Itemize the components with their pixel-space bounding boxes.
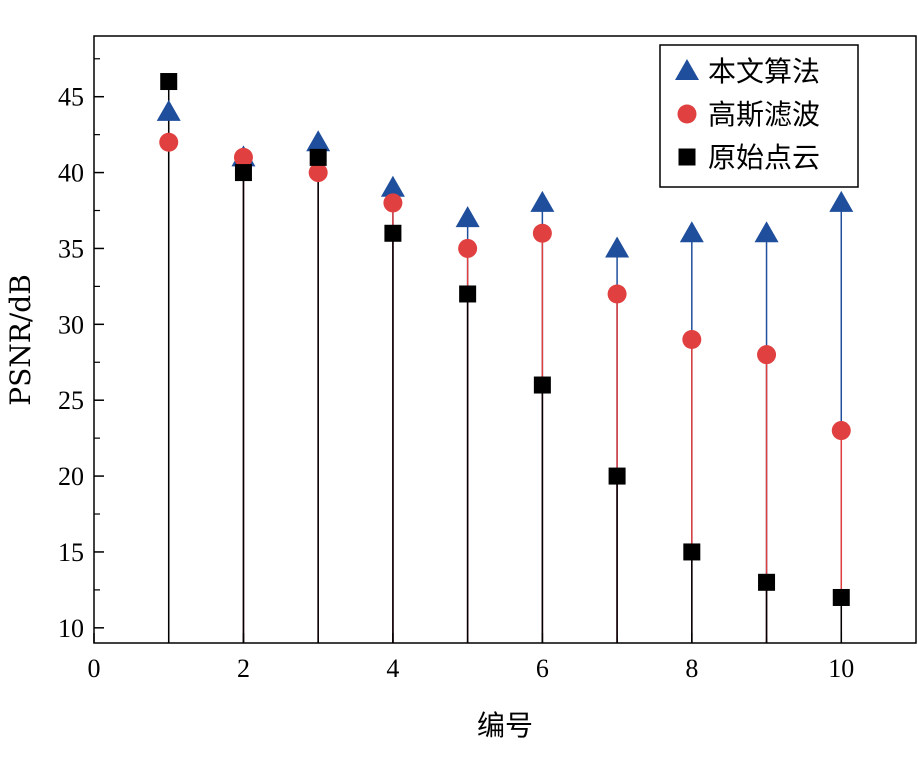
legend-label-2: 高斯滤波 bbox=[708, 98, 820, 131]
marker-2-10 bbox=[831, 421, 851, 441]
y-tick-label: 35 bbox=[58, 234, 84, 263]
marker-3-2 bbox=[234, 164, 252, 182]
stem-lines bbox=[167, 81, 843, 643]
legend-marker-3 bbox=[678, 148, 696, 166]
marker-1-5 bbox=[455, 206, 480, 228]
marker-1-3 bbox=[306, 130, 331, 152]
y-tick-label: 10 bbox=[58, 614, 84, 643]
x-tick-label: 8 bbox=[685, 654, 698, 683]
marker-2-4 bbox=[383, 193, 403, 213]
marker-1-4 bbox=[380, 175, 405, 197]
marker-1-9 bbox=[754, 221, 779, 243]
y-tick-label: 15 bbox=[58, 538, 84, 567]
marker-3-7 bbox=[608, 467, 626, 485]
x-tick-label: 4 bbox=[386, 654, 399, 683]
marker-3-4 bbox=[384, 224, 402, 242]
data-markers bbox=[156, 73, 854, 606]
marker-1-8 bbox=[679, 221, 704, 243]
x-tick-label: 6 bbox=[536, 654, 549, 683]
legend-marker-2 bbox=[677, 104, 697, 124]
axis-tick-labels: 0 2 4 6 8 10 10 15 20 25 30 35 40 45 bbox=[58, 83, 854, 683]
marker-3-3 bbox=[309, 148, 327, 166]
legend-marker-1 bbox=[675, 59, 699, 80]
marker-3-10 bbox=[832, 588, 850, 606]
x-tick-label: 0 bbox=[88, 654, 101, 683]
marker-1-10 bbox=[829, 190, 854, 212]
marker-3-8 bbox=[683, 543, 701, 561]
marker-2-8 bbox=[682, 330, 702, 349]
marker-3-6 bbox=[533, 376, 551, 394]
marker-2-1 bbox=[159, 132, 179, 152]
x-tick-label: 2 bbox=[237, 654, 250, 683]
legend-label-1: 本文算法 bbox=[708, 55, 820, 88]
marker-3-5 bbox=[459, 285, 477, 303]
marker-1-1 bbox=[156, 99, 181, 121]
y-tick-label: 40 bbox=[58, 159, 84, 188]
marker-1-6 bbox=[530, 190, 555, 212]
y-tick-label: 30 bbox=[58, 310, 84, 339]
marker-3-1 bbox=[160, 73, 178, 91]
x-axis-title: 编号 bbox=[477, 709, 533, 742]
y-axis-title: PSNR/dB bbox=[4, 274, 37, 406]
marker-2-2 bbox=[233, 147, 253, 167]
y-tick-label: 25 bbox=[58, 386, 84, 415]
marker-2-7 bbox=[607, 284, 627, 304]
marker-2-6 bbox=[532, 223, 552, 243]
x-tick-label: 10 bbox=[828, 654, 854, 683]
y-tick-label: 20 bbox=[58, 462, 84, 491]
marker-2-9 bbox=[757, 345, 777, 365]
y-tick-label: 45 bbox=[58, 83, 84, 112]
legend-label-3: 原始点云 bbox=[708, 141, 820, 174]
axis-ticks bbox=[93, 58, 843, 643]
plot-frame bbox=[93, 35, 917, 644]
marker-2-5 bbox=[458, 238, 478, 258]
marker-1-7 bbox=[605, 236, 630, 258]
marker-2-3 bbox=[308, 163, 328, 183]
marker-3-9 bbox=[758, 573, 776, 591]
